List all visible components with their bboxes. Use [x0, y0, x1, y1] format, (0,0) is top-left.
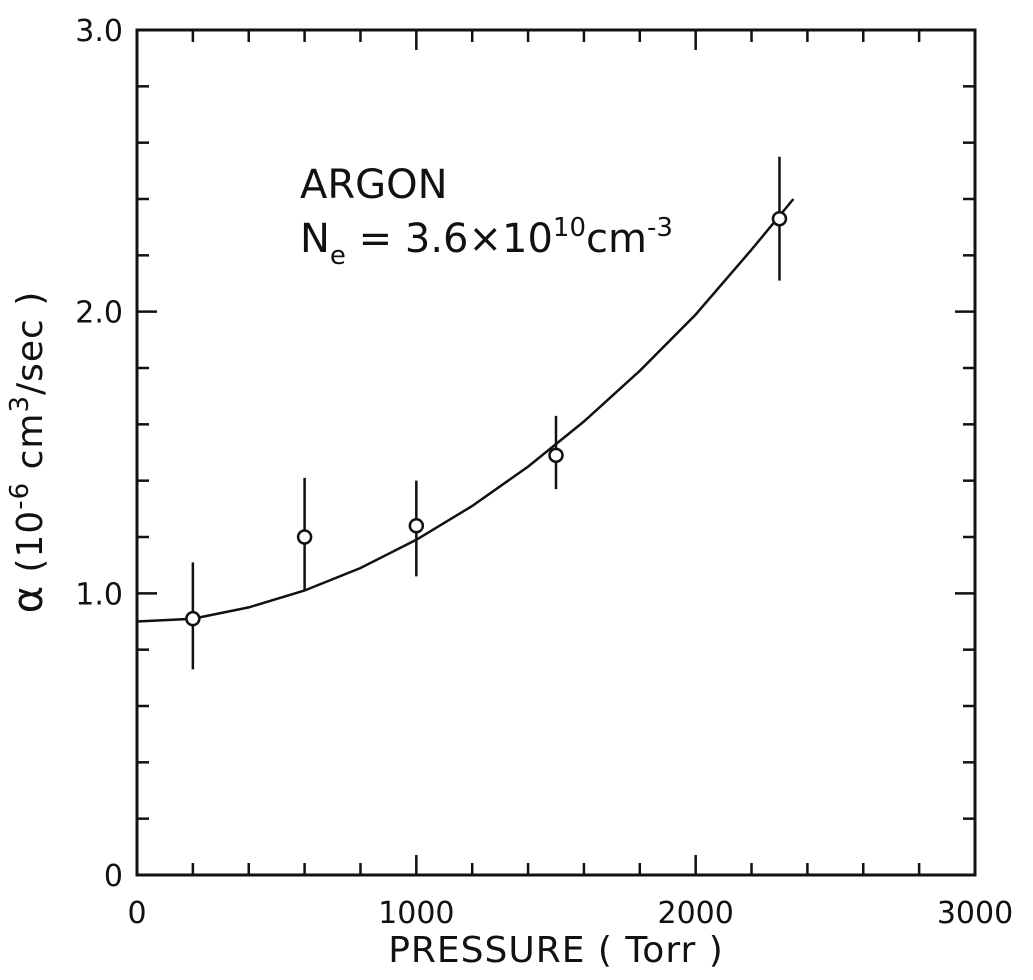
y-axis-prefix: (10 [10, 510, 51, 573]
axis-ticks [135, 28, 977, 877]
y-tick-label: 1.0 [75, 577, 123, 612]
data-points [185, 156, 788, 670]
density-exp: 10 [553, 213, 586, 243]
x-tick-label: 3000 [937, 896, 1013, 931]
y-tick-label: 0 [104, 859, 123, 894]
y-axis-mid: cm [10, 413, 51, 482]
annotation-gas: ARGON [300, 162, 448, 208]
density-sub: e [330, 241, 346, 271]
y-tick-label: 3.0 [75, 14, 123, 49]
y-axis-symbol: α [3, 585, 52, 614]
x-tick-label: 1000 [378, 896, 454, 931]
data-point [185, 610, 201, 627]
y-axis-suffix: /sec ) [10, 291, 51, 395]
density-unit-exp: -3 [647, 213, 673, 243]
data-point [771, 210, 788, 227]
data-point [408, 517, 425, 534]
data-point [548, 447, 564, 464]
density-unit: cm [586, 216, 647, 262]
fit-curve [136, 198, 795, 623]
y-axis-exp: -6 [5, 482, 35, 510]
y-axis-title: α (10-6 cm3/sec ) [3, 291, 52, 614]
y-tick-label: 2.0 [75, 296, 123, 331]
plot-frame [135, 28, 977, 877]
x-axis-title: PRESSURE ( Torr ) [388, 930, 724, 971]
x-tick-label: 0 [127, 896, 146, 931]
x-tick-label: 2000 [657, 896, 733, 931]
density-label: N [300, 216, 330, 262]
tick-labels: 0 1000 2000 3000 0 1.0 2.0 3.0 [75, 14, 1013, 931]
annotation-density: Ne = 3.6×1010cm-3 [300, 213, 673, 271]
data-point [296, 529, 313, 545]
y-axis-exp2: 3 [5, 395, 35, 413]
density-eq: = 3.6×10 [346, 216, 553, 262]
